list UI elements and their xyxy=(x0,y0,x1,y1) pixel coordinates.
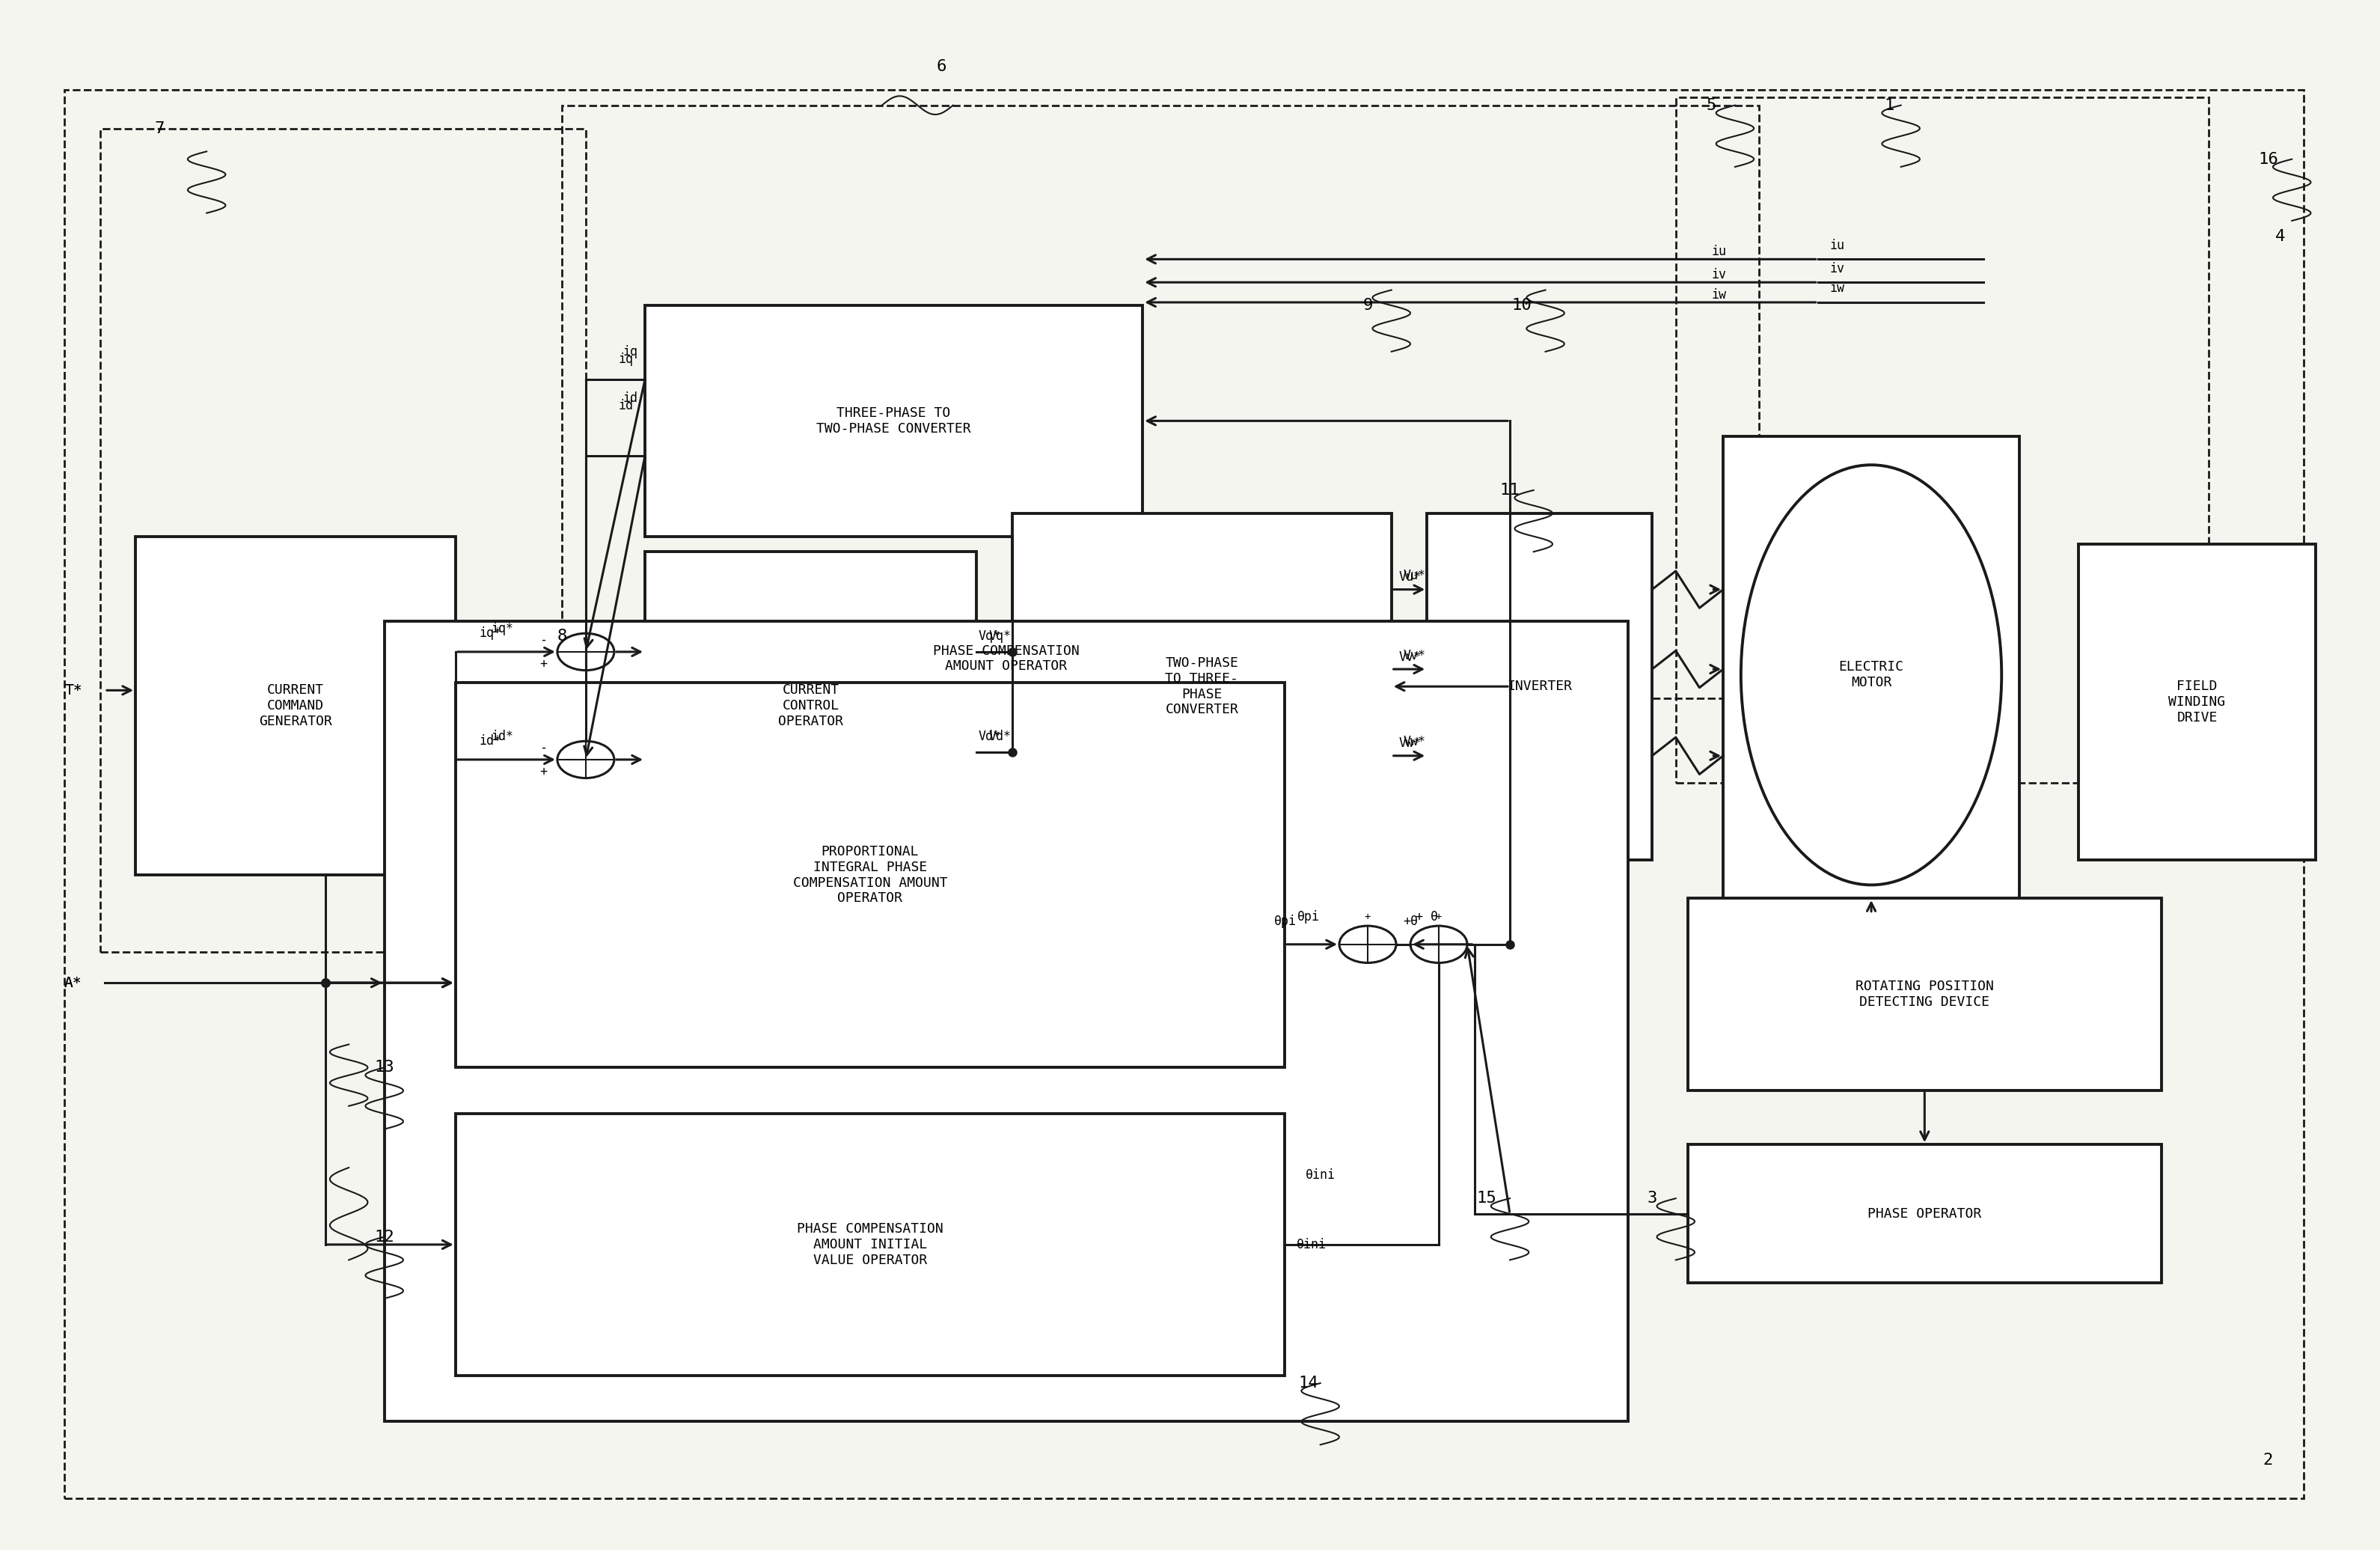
Text: 12: 12 xyxy=(374,1229,395,1245)
Bar xyxy=(1687,897,2161,1091)
Text: id*: id* xyxy=(490,730,514,744)
Bar xyxy=(455,1114,1285,1375)
Text: +: + xyxy=(540,657,547,671)
Text: 15: 15 xyxy=(1476,1190,1497,1206)
Text: INVERTER: INVERTER xyxy=(1507,680,1573,693)
Text: iq: iq xyxy=(619,352,633,366)
Text: id: id xyxy=(624,391,638,405)
Text: iu: iu xyxy=(1711,245,1726,259)
Text: A*: A* xyxy=(64,976,81,990)
Text: PHASE OPERATOR: PHASE OPERATOR xyxy=(1868,1207,1983,1220)
Text: THREE-PHASE TO
TWO-PHASE CONVERTER: THREE-PHASE TO TWO-PHASE CONVERTER xyxy=(816,406,971,436)
Text: Vw*: Vw* xyxy=(1404,735,1426,749)
Text: TWO-PHASE
TO THREE-
PHASE
CONVERTER: TWO-PHASE TO THREE- PHASE CONVERTER xyxy=(1166,656,1238,716)
Text: 7: 7 xyxy=(155,121,164,136)
Text: iv: iv xyxy=(1711,268,1726,282)
Text: CURRENT
CONTROL
OPERATOR: CURRENT CONTROL OPERATOR xyxy=(778,684,843,728)
Text: ELECTRIC
MOTOR: ELECTRIC MOTOR xyxy=(1840,660,1904,690)
Bar xyxy=(645,552,976,860)
Text: id*: id* xyxy=(478,735,502,747)
Text: 8: 8 xyxy=(557,629,566,643)
Text: CURRENT
COMMAND
GENERATOR: CURRENT COMMAND GENERATOR xyxy=(259,684,333,728)
Text: iq*: iq* xyxy=(490,622,514,635)
Text: iu: iu xyxy=(1830,239,1844,253)
Text: FIELD
WINDING
DRIVE: FIELD WINDING DRIVE xyxy=(2168,679,2225,724)
Bar xyxy=(1428,513,1652,860)
Bar xyxy=(1687,1144,2161,1283)
Text: +: + xyxy=(1435,911,1442,922)
Text: T*: T* xyxy=(64,684,81,698)
Text: +θ: +θ xyxy=(1404,914,1418,928)
Text: -: - xyxy=(540,741,547,753)
Text: 1: 1 xyxy=(1885,98,1894,113)
Text: θini: θini xyxy=(1297,1238,1326,1251)
Text: Vd*: Vd* xyxy=(978,730,1000,744)
Bar xyxy=(1011,513,1392,860)
Bar xyxy=(136,536,455,876)
Text: 6: 6 xyxy=(935,59,947,74)
Text: 16: 16 xyxy=(2259,152,2278,167)
Bar xyxy=(383,622,1628,1421)
Text: + θ: + θ xyxy=(1416,910,1438,924)
Text: 14: 14 xyxy=(1299,1376,1319,1390)
Text: id: id xyxy=(619,398,633,412)
Text: 9: 9 xyxy=(1364,298,1373,313)
Text: θpi: θpi xyxy=(1273,914,1297,928)
Text: PHASE COMPENSATION
AMOUNT INITIAL
VALUE OPERATOR: PHASE COMPENSATION AMOUNT INITIAL VALUE … xyxy=(797,1223,942,1266)
Text: Vq*: Vq* xyxy=(988,629,1011,643)
Text: 11: 11 xyxy=(1499,482,1521,498)
Text: Vq*: Vq* xyxy=(978,629,1000,643)
Text: 3: 3 xyxy=(1647,1190,1656,1206)
Text: T*: T* xyxy=(64,684,81,698)
Text: Vd*: Vd* xyxy=(988,730,1011,744)
Text: -: - xyxy=(540,632,547,646)
Text: iq: iq xyxy=(624,344,638,358)
Bar xyxy=(645,305,1142,536)
Bar xyxy=(1676,98,2209,783)
Text: +: + xyxy=(540,766,547,778)
Text: +: + xyxy=(1364,911,1371,922)
Ellipse shape xyxy=(1740,465,2002,885)
Text: Vw*: Vw* xyxy=(1399,736,1421,750)
Text: 2: 2 xyxy=(2263,1452,2273,1468)
Text: Vv*: Vv* xyxy=(1399,649,1421,663)
Bar xyxy=(100,129,585,952)
Text: iq*: iq* xyxy=(478,626,502,640)
Text: iv: iv xyxy=(1830,262,1844,276)
Text: ROTATING POSITION
DETECTING DEVICE: ROTATING POSITION DETECTING DEVICE xyxy=(1856,980,1994,1009)
Text: iw: iw xyxy=(1711,288,1726,301)
Bar xyxy=(562,105,1759,697)
Bar xyxy=(455,682,1285,1068)
Text: 5: 5 xyxy=(1706,98,1716,113)
Text: iw: iw xyxy=(1830,282,1844,294)
Text: Vu*: Vu* xyxy=(1399,570,1421,584)
Text: Vv*: Vv* xyxy=(1404,648,1426,662)
Text: θpi: θpi xyxy=(1297,910,1319,924)
Text: Vu*: Vu* xyxy=(1404,569,1426,583)
Text: PROPORTIONAL
INTEGRAL PHASE
COMPENSATION AMOUNT
OPERATOR: PROPORTIONAL INTEGRAL PHASE COMPENSATION… xyxy=(793,845,947,905)
Text: 4: 4 xyxy=(2275,229,2285,243)
Bar xyxy=(2078,544,2316,860)
Text: θini: θini xyxy=(1304,1169,1335,1183)
Text: PHASE COMPENSATION
AMOUNT OPERATOR: PHASE COMPENSATION AMOUNT OPERATOR xyxy=(933,645,1081,673)
Bar xyxy=(1723,436,2018,913)
Text: A*: A* xyxy=(64,976,81,990)
Text: 10: 10 xyxy=(1511,298,1533,313)
Text: 13: 13 xyxy=(374,1060,395,1076)
